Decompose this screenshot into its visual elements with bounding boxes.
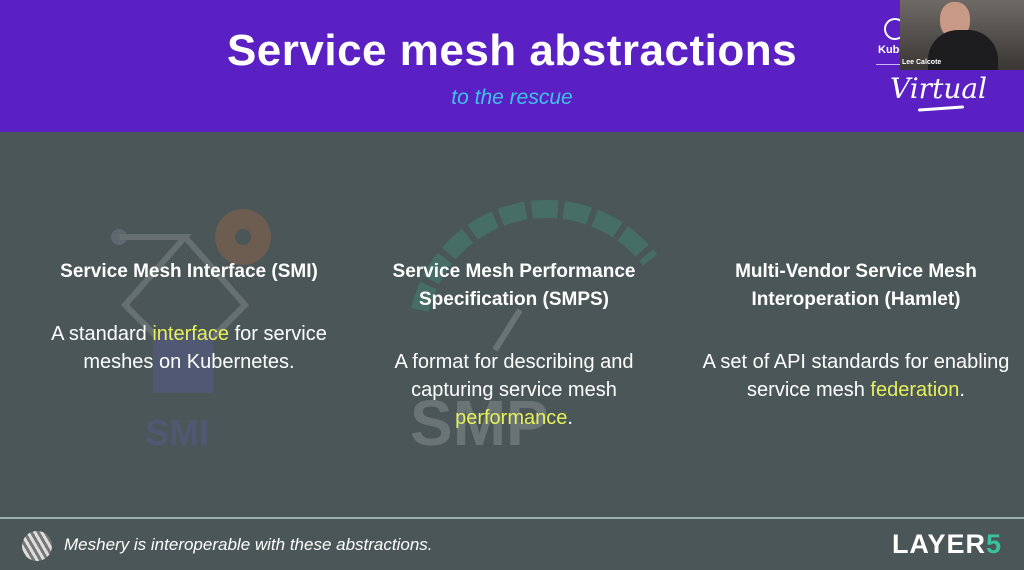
slide-header: Service mesh abstractions to the rescue … bbox=[0, 0, 1024, 132]
speaker-name: Lee Calcote bbox=[902, 59, 942, 66]
divider bbox=[876, 64, 906, 65]
smp-logo-watermark: SMP bbox=[410, 200, 658, 459]
column-description: A set of API standards for enabling serv… bbox=[702, 351, 1010, 401]
slide-title: Service mesh abstractions bbox=[226, 26, 798, 75]
column-description: A standard interface for service meshes … bbox=[51, 323, 327, 373]
footer-text: Meshery is interoperable with these abst… bbox=[64, 535, 433, 554]
slide-footer: Meshery is interoperable with these abst… bbox=[0, 517, 1024, 570]
column-heading: Multi-Vendor Service Mesh Interoperation… bbox=[735, 261, 977, 310]
svg-text:SMP: SMP bbox=[410, 387, 549, 459]
virtual-label: Virtual bbox=[890, 72, 988, 105]
slide-subtitle: to the rescue bbox=[451, 86, 573, 109]
layer5-logo: LAYER5 bbox=[891, 529, 1002, 559]
svg-text:SMI: SMI bbox=[145, 412, 209, 453]
column-heading: Service Mesh Performance Specification (… bbox=[392, 261, 636, 310]
column-smps: Service Mesh Performance Specification (… bbox=[359, 258, 669, 432]
column-description: A format for describing and capturing se… bbox=[394, 351, 634, 429]
smi-logo-watermark: SMI bbox=[111, 209, 271, 453]
column-smi: Service Mesh Interface (SMI) A standard … bbox=[34, 258, 344, 376]
column-hamlet: Multi-Vendor Service Mesh Interoperation… bbox=[701, 258, 1011, 404]
column-heading: Service Mesh Interface (SMI) bbox=[60, 261, 318, 282]
speaker-webcam bbox=[900, 0, 1024, 70]
meshery-logo-icon bbox=[22, 531, 52, 561]
